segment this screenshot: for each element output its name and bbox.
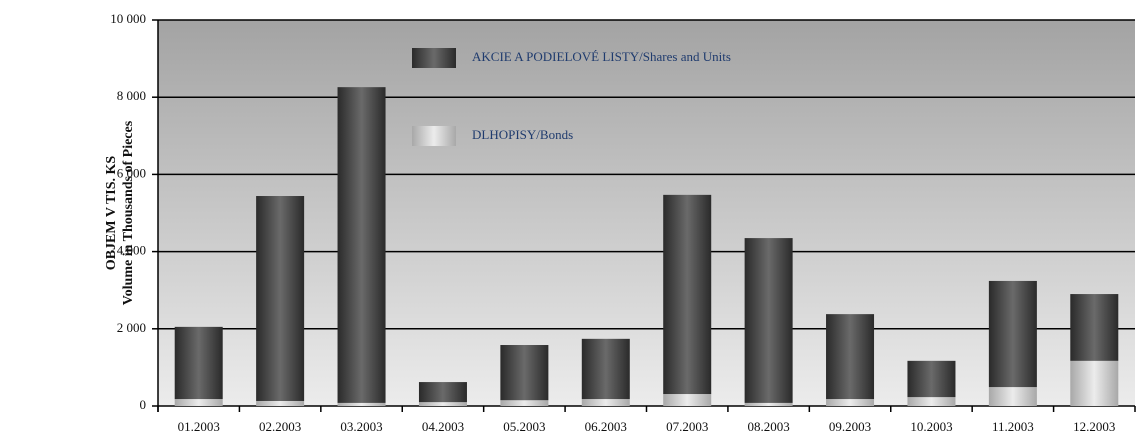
- bar-segment: [500, 400, 549, 406]
- x-tick-label: 03.2003: [340, 419, 382, 434]
- y-axis-label: Volume in Thousands of Pieces: [121, 120, 136, 305]
- legend-label: DLHOPISY/Bonds: [472, 127, 573, 142]
- bar-segment: [500, 345, 549, 401]
- y-tick-label: 10 000: [110, 11, 146, 26]
- bar-segment: [174, 326, 223, 400]
- x-tick-label: 02.2003: [259, 419, 301, 434]
- y-axis-label: OBJEM V TIS. KS: [104, 156, 119, 271]
- bar-segment: [1070, 360, 1119, 406]
- legend-swatch: [412, 48, 456, 68]
- bar-segment: [988, 387, 1037, 406]
- bar-segment: [337, 87, 386, 403]
- bar-segment: [581, 399, 630, 406]
- y-tick-label: 6 000: [117, 165, 146, 180]
- bar-segment: [988, 280, 1037, 388]
- legend-swatch: [412, 126, 456, 146]
- x-tick-label: 05.2003: [503, 419, 545, 434]
- bar-segment: [907, 397, 956, 406]
- bar-segment: [907, 360, 956, 398]
- x-tick-label: 10.2003: [910, 419, 952, 434]
- bar-segment: [418, 382, 467, 403]
- bar-segment: [256, 400, 305, 406]
- bar-segment: [744, 402, 793, 406]
- bar-segment: [826, 314, 875, 400]
- bar-segment: [581, 338, 630, 400]
- bar-segment: [256, 196, 305, 401]
- legend-label: AKCIE A PODIELOVÉ LISTY/Shares and Units: [472, 49, 731, 64]
- bar-segment: [1070, 294, 1119, 361]
- y-tick-label: 0: [140, 397, 147, 412]
- x-tick-label: 01.2003: [178, 419, 220, 434]
- bar-segment: [663, 394, 712, 406]
- plot-area: [158, 20, 1135, 406]
- bar-segment: [174, 399, 223, 406]
- x-tick-label: 12.2003: [1073, 419, 1115, 434]
- bar-segment: [744, 238, 793, 403]
- x-tick-label: 07.2003: [666, 419, 708, 434]
- bar-segment: [663, 194, 712, 395]
- x-tick-label: 06.2003: [585, 419, 627, 434]
- bar-segment: [337, 402, 386, 406]
- y-tick-label: 2 000: [117, 320, 146, 335]
- x-tick-label: 09.2003: [829, 419, 871, 434]
- x-tick-label: 08.2003: [748, 419, 790, 434]
- y-tick-label: 4 000: [117, 243, 146, 258]
- bar-segment: [826, 399, 875, 406]
- y-tick-label: 8 000: [117, 88, 146, 103]
- x-tick-label: 11.2003: [992, 419, 1034, 434]
- x-tick-label: 04.2003: [422, 419, 464, 434]
- bar-segment: [418, 402, 467, 406]
